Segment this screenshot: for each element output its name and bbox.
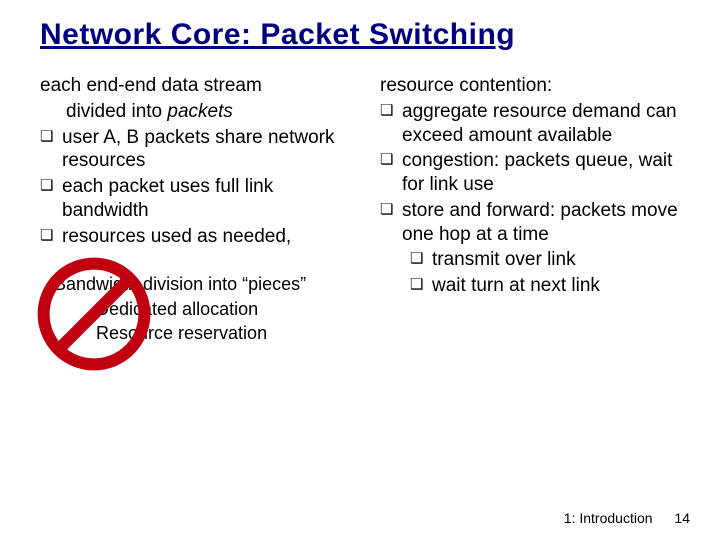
right-bullet-3: ❏ store and forward: packets move one ho… [380,199,680,247]
crossed-line-3: Resource reservation [40,321,350,345]
right-sub-1-text: transmit over link [432,248,680,272]
left-intro-line1: each end-end data stream [40,74,350,98]
sub-bullet-icon: ❑ [410,274,432,297]
square-bullet-icon: ❏ [40,225,62,248]
crossed-line-1: Bandwidth division into “pieces” [40,272,350,296]
right-bullet-1: ❏ aggregate resource demand can exceed a… [380,100,680,148]
right-sub-1: ❑ transmit over link [410,248,680,272]
right-sub-2-text: wait turn at next link [432,274,680,298]
crossed-out-block: Bandwidth division into “pieces” Dedicat… [40,272,350,345]
right-bullet-2-text: congestion: packets queue, wait for link… [402,149,680,197]
left-column: each end-end data stream divided into pa… [40,74,350,345]
left-bullet-1: ❏ user A, B packets share network resour… [40,126,350,174]
left-bullet-2: ❏ each packet uses full link bandwidth [40,175,350,223]
left-intro-emph: packets [167,101,232,122]
square-bullet-icon: ❏ [380,100,402,123]
square-bullet-icon: ❏ [380,149,402,172]
left-bullet-2-text: each packet uses full link bandwidth [62,175,350,223]
right-bullet-2: ❏ congestion: packets queue, wait for li… [380,149,680,197]
slide-title: Network Core: Packet Switching [40,18,680,52]
right-sub-2: ❑ wait turn at next link [410,274,680,298]
footer-section: 1: Introduction [564,510,653,526]
square-bullet-icon: ❏ [40,175,62,198]
left-intro-line2: divided into packets [40,100,350,124]
square-bullet-icon: ❏ [40,126,62,149]
right-bullet-1-text: aggregate resource demand can exceed amo… [402,100,680,148]
content-columns: each end-end data stream divided into pa… [40,74,680,345]
left-intro-line2-text: divided into [66,101,167,122]
left-bullet-1-text: user A, B packets share network resource… [62,126,350,174]
slide-footer: 1: Introduction 14 [564,510,690,526]
right-heading: resource contention: [380,74,680,98]
crossed-line-2: Dedicated allocation [40,297,350,321]
right-column: resource contention: ❏ aggregate resourc… [380,74,680,345]
footer-page-number: 14 [674,510,690,526]
left-bullet-3-text: resources used as needed, [62,225,350,249]
sub-bullet-icon: ❑ [410,248,432,271]
square-bullet-icon: ❏ [380,199,402,222]
left-bullet-3: ❏ resources used as needed, [40,225,350,249]
right-bullet-3-text: store and forward: packets move one hop … [402,199,680,247]
